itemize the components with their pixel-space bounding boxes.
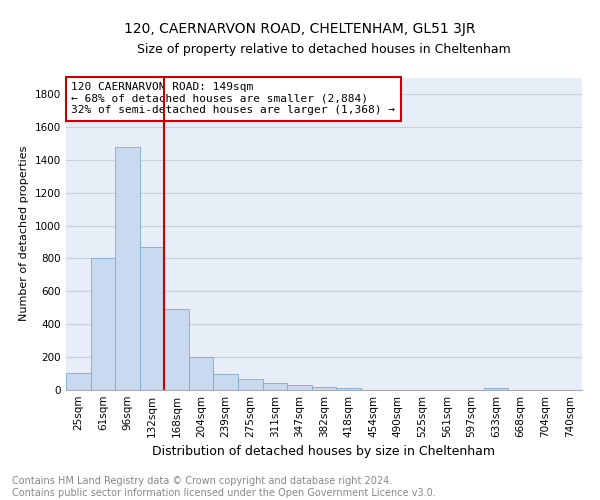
Bar xyxy=(189,357,214,390)
Bar xyxy=(91,258,115,390)
Text: 120 CAERNARVON ROAD: 149sqm
← 68% of detached houses are smaller (2,884)
32% of : 120 CAERNARVON ROAD: 149sqm ← 68% of det… xyxy=(71,82,395,116)
Bar xyxy=(336,388,361,390)
Bar xyxy=(214,374,238,390)
Bar xyxy=(484,388,508,390)
Bar xyxy=(164,310,189,390)
Bar xyxy=(312,386,336,390)
Bar xyxy=(140,247,164,390)
Bar xyxy=(238,380,263,390)
Title: Size of property relative to detached houses in Cheltenham: Size of property relative to detached ho… xyxy=(137,42,511,56)
Bar xyxy=(263,382,287,390)
X-axis label: Distribution of detached houses by size in Cheltenham: Distribution of detached houses by size … xyxy=(152,446,496,458)
Text: Contains HM Land Registry data © Crown copyright and database right 2024.
Contai: Contains HM Land Registry data © Crown c… xyxy=(12,476,436,498)
Bar xyxy=(115,146,140,390)
Y-axis label: Number of detached properties: Number of detached properties xyxy=(19,146,29,322)
Text: 120, CAERNARVON ROAD, CHELTENHAM, GL51 3JR: 120, CAERNARVON ROAD, CHELTENHAM, GL51 3… xyxy=(124,22,476,36)
Bar xyxy=(287,385,312,390)
Bar xyxy=(66,372,91,390)
